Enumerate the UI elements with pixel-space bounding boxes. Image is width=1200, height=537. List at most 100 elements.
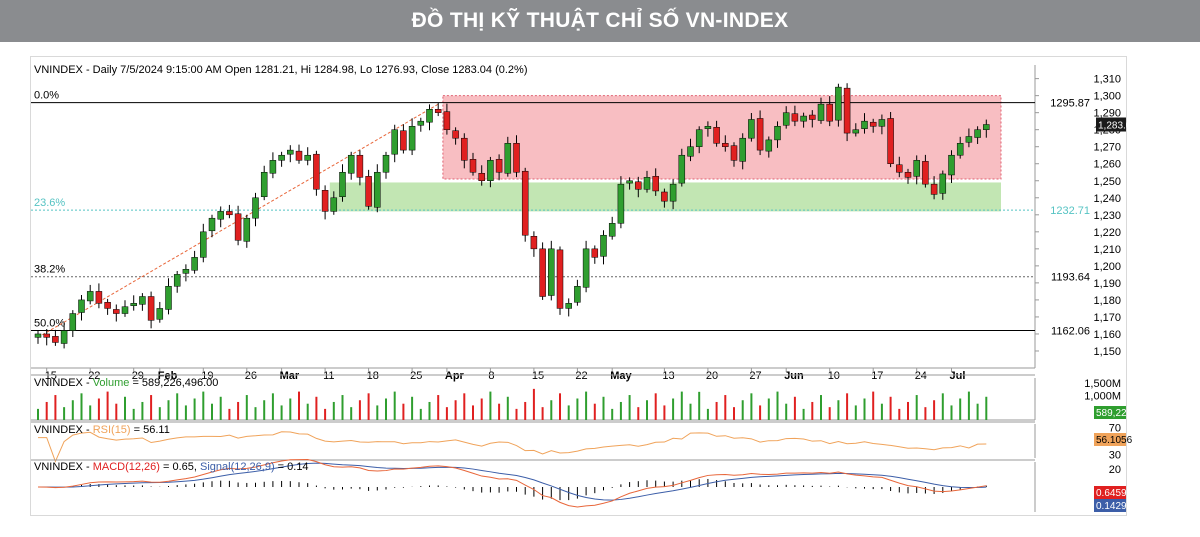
candle-body <box>687 146 694 157</box>
candle-body <box>191 257 198 271</box>
x-tick-label: 11 <box>323 370 334 382</box>
candle-body <box>948 154 955 176</box>
candle-body <box>60 330 68 344</box>
y-tick-label: 1,220 <box>1093 227 1121 239</box>
candle-body <box>321 190 329 212</box>
y-tick-label: 1,190 <box>1093 278 1121 290</box>
rsi-line <box>38 431 987 463</box>
macd-signal-line <box>37 462 987 501</box>
candle-body <box>800 115 807 122</box>
candle-body <box>156 308 164 320</box>
y-tick-label: 1,290 <box>1093 108 1121 120</box>
candle-body <box>34 333 42 338</box>
y-tick-label: 1,180 <box>1093 295 1121 307</box>
candle-body <box>730 145 738 161</box>
candle-body <box>417 120 425 126</box>
candle-body <box>295 150 303 161</box>
candle-body <box>852 129 860 134</box>
x-tick-label: 15 <box>532 370 544 382</box>
candle-body <box>400 130 407 151</box>
candle-body <box>434 109 442 113</box>
fib-level-value: 1295.87 <box>1050 98 1090 110</box>
volume-tick-label: 1,000M <box>1084 390 1121 402</box>
main-header: VNINDEX - Daily 7/5/2024 9:15:00 AM Open… <box>34 64 527 76</box>
candle-body <box>965 136 973 143</box>
candle-body <box>478 173 485 182</box>
candle-body <box>661 191 668 202</box>
candle-body <box>78 299 85 313</box>
candle-body <box>521 170 529 236</box>
candle-body <box>165 286 172 310</box>
x-tick-label: 26 <box>245 370 257 382</box>
candle-body <box>739 137 746 162</box>
candle-body <box>956 143 964 156</box>
candle-body <box>217 211 224 220</box>
x-tick-label: Jun <box>784 370 804 382</box>
candle-body <box>52 336 59 343</box>
candle-body <box>722 143 729 147</box>
rsi-tick-label: 70 <box>1109 422 1121 434</box>
candle-body <box>791 113 799 122</box>
candle-body <box>939 173 947 194</box>
rsi-last-label: 56.1056 <box>1096 435 1133 446</box>
candle-body <box>139 296 146 305</box>
candle-body <box>782 112 790 126</box>
candle-body <box>226 211 233 216</box>
y-tick-label: 1,270 <box>1093 142 1121 154</box>
fib-level-label: 0.0% <box>34 90 59 102</box>
candle-body <box>695 129 703 147</box>
volume-last-label: 589,226,4 <box>1096 408 1141 419</box>
candle-body <box>643 177 651 190</box>
fib-level-label: 38.2% <box>34 264 65 276</box>
candle-body <box>983 124 990 130</box>
candle-body <box>443 111 451 130</box>
candle-body <box>86 291 94 302</box>
y-tick-label: 1,200 <box>1093 261 1121 273</box>
candle-body <box>617 183 625 224</box>
candle-body <box>896 164 903 173</box>
x-tick-label: 22 <box>575 370 587 382</box>
candle-body <box>356 154 364 178</box>
candle-body <box>913 160 920 177</box>
candle-body <box>408 126 416 151</box>
macd-last-badge <box>1094 486 1126 499</box>
x-tick-label: 22 <box>88 370 100 382</box>
candle-body <box>574 286 581 303</box>
x-tick-label: May <box>610 370 632 382</box>
x-tick-label: Feb <box>158 370 178 382</box>
candle-body <box>652 176 659 192</box>
x-tick-label: 8 <box>488 370 494 382</box>
candle-body <box>313 153 320 190</box>
candle-body <box>113 309 120 314</box>
fib-level-value: 1162.06 <box>1051 325 1090 337</box>
candle-body <box>600 234 607 257</box>
candle-body <box>748 119 755 139</box>
signal-last-label: 0.14290 <box>1096 501 1133 512</box>
x-tick-label: 27 <box>749 370 761 382</box>
signal-last-badge <box>1094 499 1126 512</box>
x-tick-label: 25 <box>410 370 422 382</box>
last-price-label: 1,283.04 <box>1098 121 1137 132</box>
candle-body <box>130 303 137 306</box>
candle-body <box>861 120 868 129</box>
macd-line <box>37 459 987 508</box>
fib-level-label: 23.6% <box>34 197 65 209</box>
y-tick-label: 1,160 <box>1093 329 1121 341</box>
resistance-zone <box>442 95 1002 180</box>
rsi-header: VNINDEX - RSI(15) = 56.11 <box>34 424 170 436</box>
candle-body <box>374 171 381 208</box>
x-tick-label: 13 <box>662 370 674 382</box>
macd-header: VNINDEX - MACD(12,26) = 0.65, Signal(12,… <box>34 461 309 473</box>
y-tick-label: 1,230 <box>1093 210 1121 222</box>
candle-body <box>182 269 190 274</box>
x-tick-label: 20 <box>706 370 718 382</box>
y-tick-label: 1,170 <box>1093 312 1121 324</box>
candle-body <box>635 181 642 190</box>
candle-body <box>278 154 285 161</box>
candle-body <box>391 129 398 155</box>
candle-body <box>878 119 886 127</box>
fib-level-value: 1232.71 <box>1050 205 1090 217</box>
candle-body <box>243 217 251 242</box>
candle-body <box>43 333 50 338</box>
